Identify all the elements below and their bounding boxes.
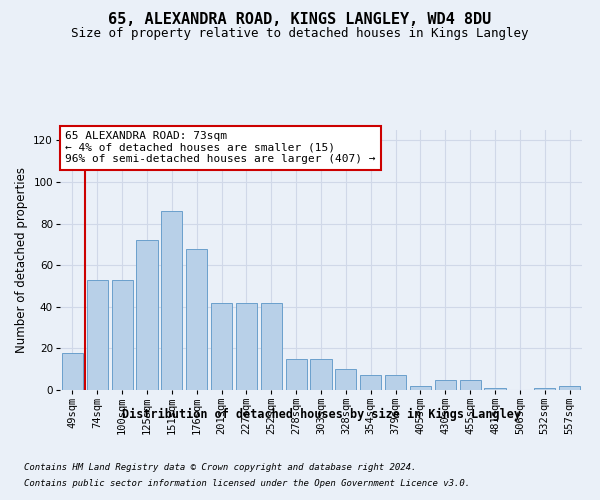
Bar (310, 359, 332, 390)
Bar (161, 211, 182, 390)
Bar (410, 386, 431, 390)
Text: Distribution of detached houses by size in Kings Langley: Distribution of detached houses by size … (121, 408, 521, 420)
Text: Contains HM Land Registry data © Crown copyright and database right 2024.: Contains HM Land Registry data © Crown c… (24, 464, 416, 472)
Text: 65 ALEXANDRA ROAD: 73sqm
← 4% of detached houses are smaller (15)
96% of semi-de: 65 ALEXANDRA ROAD: 73sqm ← 4% of detache… (65, 132, 376, 164)
Bar (211, 302, 232, 390)
Bar (87, 280, 108, 390)
Text: 65, ALEXANDRA ROAD, KINGS LANGLEY, WD4 8DU: 65, ALEXANDRA ROAD, KINGS LANGLEY, WD4 8… (109, 12, 491, 28)
Bar (112, 280, 133, 390)
Bar (335, 369, 356, 390)
Bar (484, 388, 506, 390)
Bar (435, 380, 456, 390)
Bar (286, 359, 307, 390)
Bar (136, 240, 158, 390)
Bar (236, 302, 257, 390)
Bar (534, 388, 555, 390)
Text: Contains public sector information licensed under the Open Government Licence v3: Contains public sector information licen… (24, 478, 470, 488)
Bar (559, 386, 580, 390)
Bar (261, 302, 282, 390)
Bar (62, 352, 83, 390)
Y-axis label: Number of detached properties: Number of detached properties (15, 167, 28, 353)
Text: Size of property relative to detached houses in Kings Langley: Size of property relative to detached ho… (71, 28, 529, 40)
Bar (360, 376, 381, 390)
Bar (460, 380, 481, 390)
Bar (385, 376, 406, 390)
Bar (186, 248, 207, 390)
